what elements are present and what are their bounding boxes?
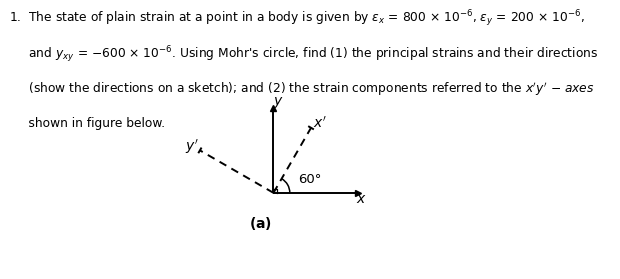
Text: $y'$: $y'$ <box>185 138 198 156</box>
Text: $x'$: $x'$ <box>312 116 326 131</box>
Text: 1.  The state of plain strain at a point in a body is given by $\epsilon_x$ = 80: 1. The state of plain strain at a point … <box>9 8 585 29</box>
Text: $x$: $x$ <box>356 193 367 206</box>
Text: (show the directions on a sketch); and (2) the strain components referred to the: (show the directions on a sketch); and (… <box>9 81 595 98</box>
Text: 60°: 60° <box>298 173 321 186</box>
Text: $\mathbf{(a)}$: $\mathbf{(a)}$ <box>249 215 272 232</box>
Text: and $y_{xy}$ = $-$600 $\times$ 10$^{-6}$. Using Mohr's circle, find (1) the prin: and $y_{xy}$ = $-$600 $\times$ 10$^{-6}$… <box>9 45 598 65</box>
Text: $y$: $y$ <box>273 95 283 110</box>
Text: shown in figure below.: shown in figure below. <box>9 117 166 130</box>
